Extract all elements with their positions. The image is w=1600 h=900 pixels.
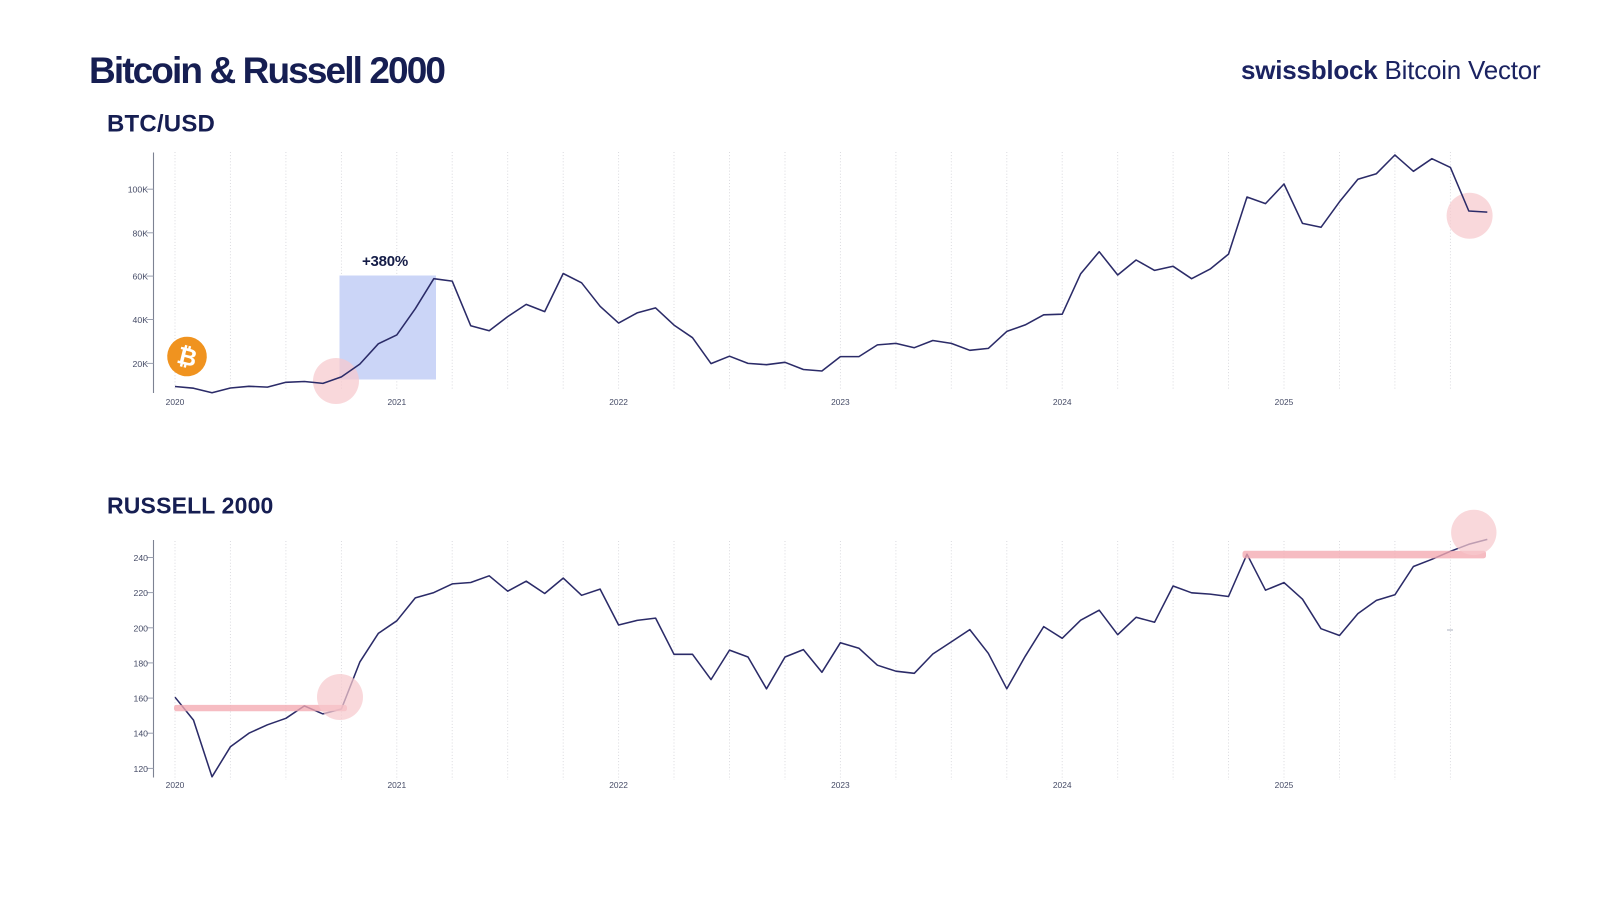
svg-text:2022: 2022 xyxy=(609,397,628,407)
svg-text:2025: 2025 xyxy=(1275,397,1294,407)
svg-text:2023: 2023 xyxy=(831,397,850,407)
svg-text:140: 140 xyxy=(134,729,149,739)
svg-text:swissblock Bitcoin Vector: swissblock Bitcoin Vector xyxy=(1241,55,1541,85)
svg-text:240: 240 xyxy=(134,553,149,563)
svg-text:Bitcoin & Russell 2000: Bitcoin & Russell 2000 xyxy=(89,50,445,91)
svg-text:100K: 100K xyxy=(128,185,148,195)
svg-text:180: 180 xyxy=(134,658,149,668)
svg-text:20K: 20K xyxy=(133,359,149,369)
svg-text:2024: 2024 xyxy=(1053,780,1072,790)
svg-text:2023: 2023 xyxy=(831,780,850,790)
svg-text:2020: 2020 xyxy=(166,397,185,407)
svg-text:+380%: +380% xyxy=(362,253,408,270)
svg-text:120: 120 xyxy=(134,764,149,774)
svg-text:2021: 2021 xyxy=(387,397,406,407)
svg-text:2022: 2022 xyxy=(609,780,628,790)
svg-text:60K: 60K xyxy=(133,272,149,282)
svg-text:BTC/USD: BTC/USD xyxy=(107,111,215,138)
svg-text:160: 160 xyxy=(134,694,149,704)
svg-text:RUSSELL 2000: RUSSELL 2000 xyxy=(107,493,274,519)
svg-text:2025: 2025 xyxy=(1275,780,1294,790)
svg-text:2021: 2021 xyxy=(387,780,406,790)
svg-text:40K: 40K xyxy=(133,315,149,325)
svg-text:220: 220 xyxy=(134,588,149,598)
svg-text:200: 200 xyxy=(134,623,149,633)
svg-text:2020: 2020 xyxy=(166,780,185,790)
svg-text:2024: 2024 xyxy=(1053,397,1072,407)
svg-text:80K: 80K xyxy=(133,228,149,238)
